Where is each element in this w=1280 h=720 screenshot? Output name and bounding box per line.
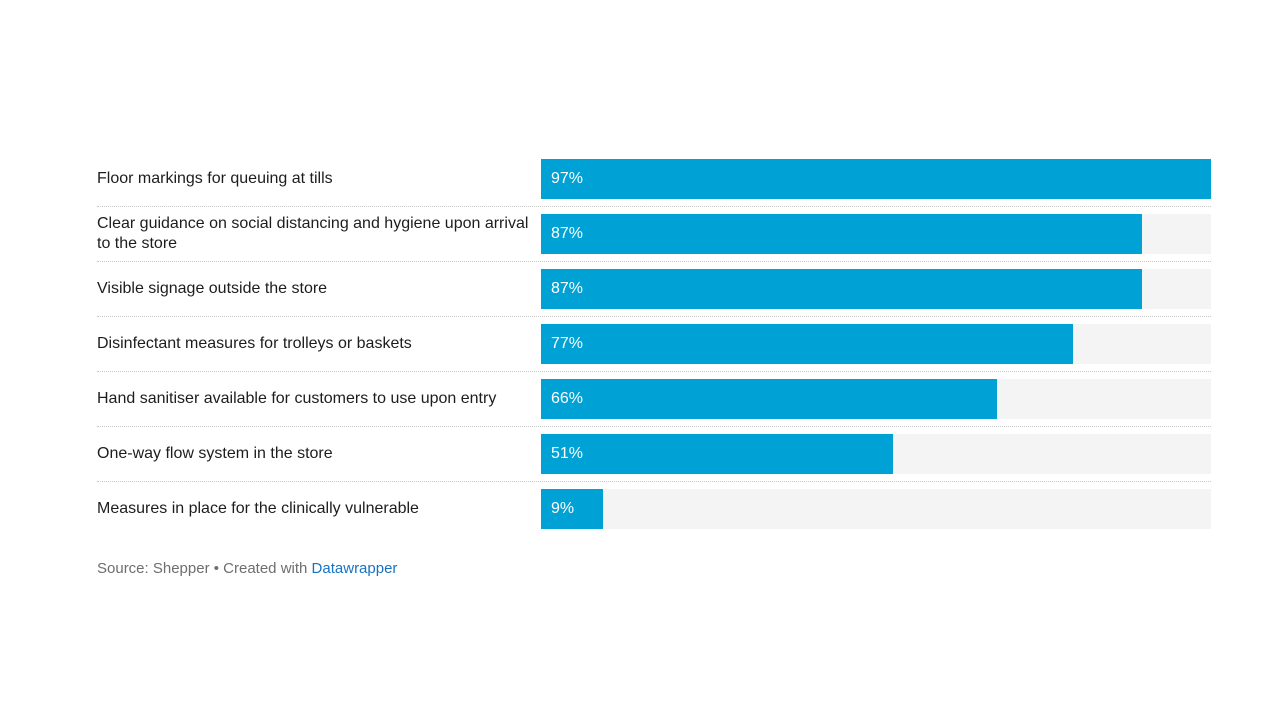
category-label: Visible signage outside the store bbox=[97, 280, 328, 297]
bar-track: 77% bbox=[541, 324, 1211, 364]
table-row: Clear guidance on social distancing and … bbox=[97, 214, 1211, 254]
bar-value-label: 9% bbox=[551, 500, 575, 517]
source-text: Source: Shepper • Created with bbox=[97, 560, 312, 577]
row-separator bbox=[97, 371, 1211, 372]
bar-track: 66% bbox=[541, 379, 1211, 419]
bar-track: 97% bbox=[541, 159, 1211, 199]
bar: 97% bbox=[541, 159, 1211, 199]
bar-value-label: 87% bbox=[551, 225, 584, 242]
bar: 87% bbox=[541, 214, 1142, 254]
category-label: Hand sanitiser available for customers t… bbox=[97, 390, 497, 407]
table-row: Measures in place for the clinically vul… bbox=[97, 489, 1211, 529]
row-separator bbox=[97, 206, 1211, 207]
bar-track: 87% bbox=[541, 269, 1211, 309]
bar-track: 51% bbox=[541, 434, 1211, 474]
table-row: One-way flow system in the store 51% bbox=[97, 434, 1211, 474]
bar-value-label: 97% bbox=[551, 170, 584, 187]
row-separator bbox=[97, 426, 1211, 427]
category-label: Disinfectant measures for trolleys or ba… bbox=[97, 335, 412, 352]
bar-track: 87% bbox=[541, 214, 1211, 254]
chart-footer: Source: Shepper • Created with Datawrapp… bbox=[97, 560, 1211, 577]
category-label: Measures in place for the clinically vul… bbox=[97, 500, 419, 517]
bar-value-label: 51% bbox=[551, 445, 584, 462]
chart-rows: Floor markings for queuing at tills 97% Cl… bbox=[97, 159, 1211, 529]
category-label: One-way flow system in the store bbox=[97, 445, 333, 462]
bar-value-label: 87% bbox=[551, 280, 584, 297]
table-row: Disinfectant measures for trolleys or ba… bbox=[97, 324, 1211, 364]
category-label: Clear guidance on social distancing and … bbox=[97, 215, 529, 252]
bar: 9% bbox=[541, 489, 604, 529]
table-row: Visible signage outside the store 87% bbox=[97, 269, 1211, 309]
category-label: Floor markings for queuing at tills bbox=[97, 170, 333, 187]
table-row: Floor markings for queuing at tills 97% bbox=[97, 159, 1211, 199]
bar-track: 9% bbox=[541, 489, 1211, 529]
table-row: Hand sanitiser available for customers t… bbox=[97, 379, 1211, 419]
datawrapper-link[interactable]: Datawrapper bbox=[311, 560, 398, 577]
bar-value-label: 77% bbox=[551, 335, 584, 352]
bar: 77% bbox=[541, 324, 1073, 364]
row-separator bbox=[97, 316, 1211, 317]
row-separator bbox=[97, 261, 1211, 262]
row-separator bbox=[97, 481, 1211, 482]
bar: 87% bbox=[541, 269, 1142, 309]
bar-chart: Floor markings for queuing at tills 97% Cl… bbox=[97, 159, 1211, 577]
bar: 51% bbox=[541, 434, 894, 474]
bar-value-label: 66% bbox=[551, 390, 584, 407]
bar: 66% bbox=[541, 379, 997, 419]
